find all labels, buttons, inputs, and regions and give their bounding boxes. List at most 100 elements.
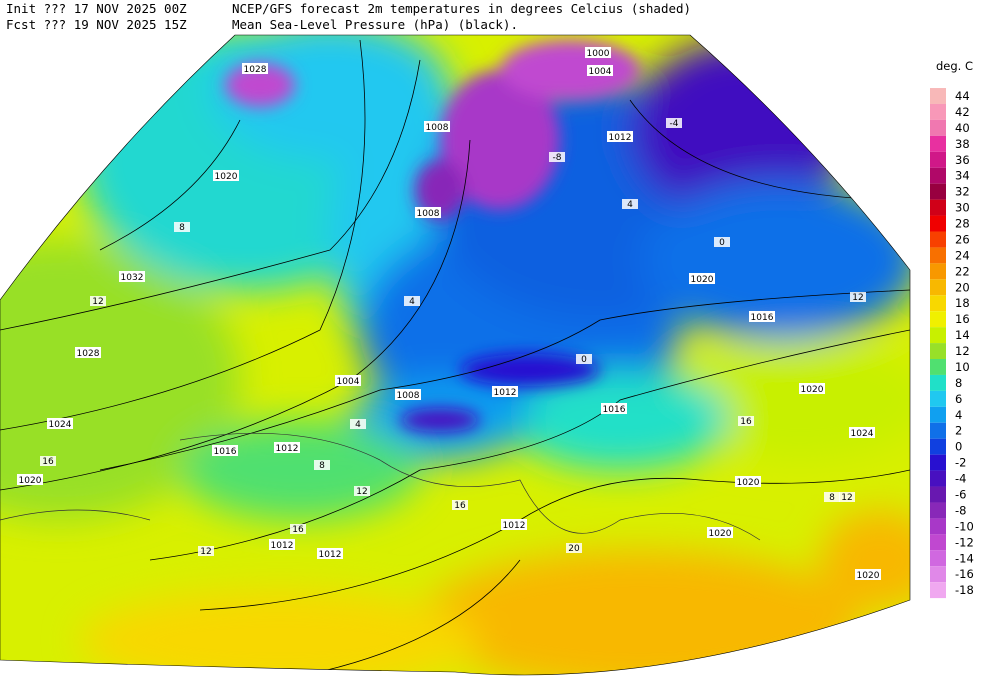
temp-label-bg xyxy=(576,354,592,364)
legend-swatch xyxy=(930,119,946,136)
isobar-label-bg xyxy=(601,403,627,414)
legend-swatch xyxy=(930,343,946,360)
isobar-label: 1024 xyxy=(851,429,874,439)
legend-swatch xyxy=(930,263,946,280)
legend-label: -10 xyxy=(955,519,974,533)
isobar-label-bg xyxy=(335,375,361,386)
temp-label-bg xyxy=(622,199,638,209)
legend-swatch xyxy=(930,390,946,407)
temp-label: 8 xyxy=(319,461,325,471)
temp-label-bg xyxy=(850,292,866,302)
isobar-label: 1032 xyxy=(121,273,144,283)
legend-label: -18 xyxy=(955,583,974,597)
temp-label: 12 xyxy=(852,293,863,303)
isobar-label: 1012 xyxy=(494,388,517,398)
legend-label: -8 xyxy=(955,503,966,517)
legend-swatch xyxy=(930,454,946,471)
temp-label-bg xyxy=(839,492,855,502)
isobar-label: 1012 xyxy=(503,521,526,531)
isobar-label-bg xyxy=(749,311,775,322)
legend-label: -16 xyxy=(955,567,974,581)
isobar-label-bg xyxy=(317,548,343,559)
isobar-label-bg xyxy=(242,63,268,74)
temp-label-bg xyxy=(824,492,840,502)
legend-label: 6 xyxy=(955,392,962,406)
isobar-label: 1020 xyxy=(709,529,732,539)
isobar-label-bg xyxy=(735,476,761,487)
isobar-label-bg xyxy=(849,427,875,438)
isobar-label: 1016 xyxy=(603,405,626,415)
temp-label: 8 xyxy=(829,493,835,503)
isobar-label-bg xyxy=(212,445,238,456)
legend-label: 44 xyxy=(955,89,970,103)
legend-label: -6 xyxy=(955,488,966,502)
legend-label: 20 xyxy=(955,280,970,294)
legend-label: 12 xyxy=(955,344,970,358)
temp-label: 16 xyxy=(292,525,304,535)
temp-label: 12 xyxy=(200,547,211,557)
isobar-label: 1012 xyxy=(276,444,299,454)
legend-swatch xyxy=(930,470,946,487)
isobar-label: 1004 xyxy=(337,377,360,387)
legend-swatch xyxy=(930,422,946,439)
title-line: NCEP/GFS forecast 2m temperatures in deg… xyxy=(232,1,691,16)
isobar-label: 1012 xyxy=(609,133,632,143)
isobar-label: 1020 xyxy=(215,172,238,182)
legend-label: 28 xyxy=(955,217,970,231)
isobar-label-bg xyxy=(75,347,101,358)
legend-swatch xyxy=(930,359,946,375)
legend-swatch xyxy=(930,103,946,120)
legend-label: 14 xyxy=(955,328,970,342)
temp-label-bg xyxy=(566,543,582,553)
isobar-label-bg xyxy=(492,386,518,397)
legend-swatch xyxy=(930,550,946,567)
legend-swatch xyxy=(930,438,946,455)
legend-label: 36 xyxy=(955,153,970,167)
isobar-label-bg xyxy=(501,519,527,530)
temp-label-bg xyxy=(40,456,56,466)
legend-swatch xyxy=(930,215,946,232)
fcst-time: Fcst ??? 19 NOV 2025 15Z xyxy=(6,17,187,32)
legend-label: 2 xyxy=(955,424,962,438)
legend-swatch xyxy=(930,311,946,328)
isobar-label: 1020 xyxy=(857,571,880,581)
legend-swatch xyxy=(930,518,946,535)
legend-swatch xyxy=(930,374,946,391)
legend-label: 8 xyxy=(955,376,962,390)
isobar-label: 1008 xyxy=(426,123,449,133)
isobar-label-bg xyxy=(799,383,825,394)
map-border xyxy=(0,34,911,676)
legend-swatch xyxy=(930,183,946,200)
isobar-label-bg xyxy=(424,121,450,132)
legend-label: 16 xyxy=(955,312,970,326)
temp-label: 16 xyxy=(740,417,752,427)
legend-label: 26 xyxy=(955,232,970,246)
isobar-label: 1004 xyxy=(589,67,612,77)
temp-label-bg xyxy=(666,118,682,128)
legend-swatch xyxy=(930,167,946,184)
isobar-label-bg xyxy=(47,418,73,429)
isobar-label: 1024 xyxy=(49,420,72,430)
temp-label: 4 xyxy=(409,297,415,307)
legend-swatch xyxy=(930,582,946,599)
isobar-label: 1012 xyxy=(271,541,294,551)
temp-label-bg xyxy=(354,486,370,496)
isobar-label-bg xyxy=(607,131,633,142)
temp-label-bg xyxy=(290,524,306,534)
legend-label: 40 xyxy=(955,121,970,135)
isobar-label: 1016 xyxy=(214,447,237,457)
temp-label: 8 xyxy=(179,223,185,233)
legend-label: 10 xyxy=(955,360,970,374)
legend-label: 0 xyxy=(955,440,962,454)
isobar-label-bg xyxy=(17,474,43,485)
legend-label: 32 xyxy=(955,185,970,199)
temp-label-bg xyxy=(350,419,366,429)
legend-swatch xyxy=(930,327,946,344)
legend-label: 34 xyxy=(955,169,970,183)
isobar-label: 1008 xyxy=(397,391,420,401)
temp-label: 12 xyxy=(356,487,367,497)
isobar-label: 1000 xyxy=(587,49,610,59)
legend-label: 24 xyxy=(955,248,970,262)
